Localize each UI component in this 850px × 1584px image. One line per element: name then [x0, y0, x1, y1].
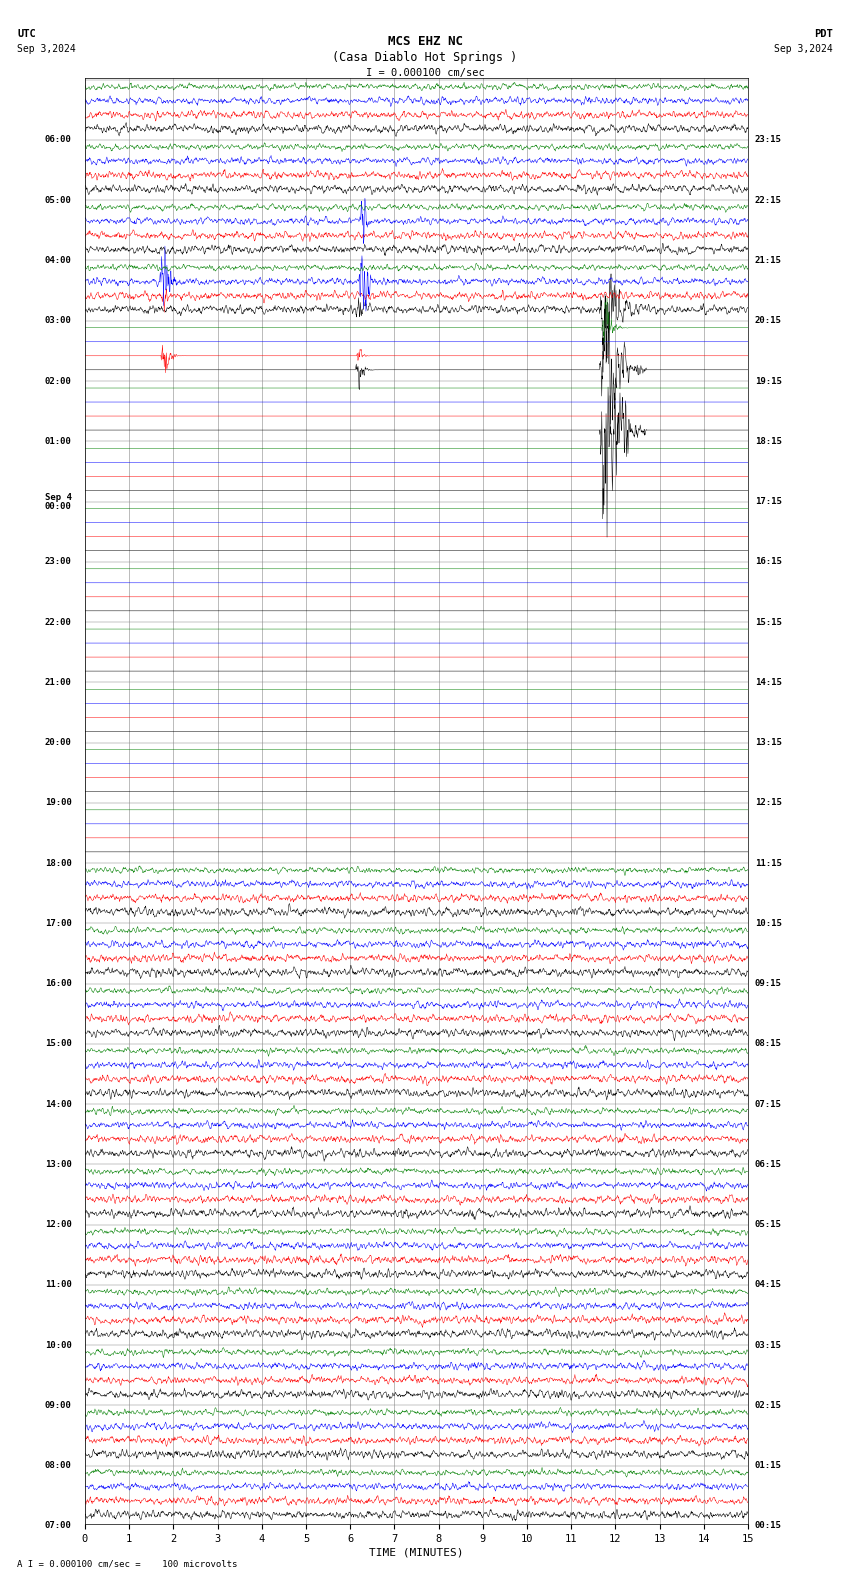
Text: 05:15: 05:15	[755, 1220, 781, 1229]
Text: 00:00: 00:00	[45, 502, 71, 510]
Text: 09:00: 09:00	[45, 1400, 71, 1410]
Text: 06:00: 06:00	[45, 136, 71, 144]
Text: 14:00: 14:00	[45, 1099, 71, 1109]
Text: 03:15: 03:15	[755, 1340, 781, 1350]
Text: PDT: PDT	[814, 29, 833, 38]
Text: Sep 3,2024: Sep 3,2024	[17, 44, 76, 54]
Text: 03:00: 03:00	[45, 317, 71, 325]
Text: 18:15: 18:15	[755, 437, 781, 445]
Text: 05:00: 05:00	[45, 196, 71, 204]
Text: 13:00: 13:00	[45, 1159, 71, 1169]
Text: 15:15: 15:15	[755, 618, 781, 627]
Text: 01:15: 01:15	[755, 1460, 781, 1470]
Text: 09:15: 09:15	[755, 979, 781, 988]
Text: 18:00: 18:00	[45, 859, 71, 868]
Text: 11:15: 11:15	[755, 859, 781, 868]
Text: 06:15: 06:15	[755, 1159, 781, 1169]
Text: 14:15: 14:15	[755, 678, 781, 687]
Text: 15:00: 15:00	[45, 1039, 71, 1049]
Text: 16:15: 16:15	[755, 558, 781, 567]
Text: 08:00: 08:00	[45, 1460, 71, 1470]
Text: 22:00: 22:00	[45, 618, 71, 627]
Text: 10:00: 10:00	[45, 1340, 71, 1350]
Text: 12:00: 12:00	[45, 1220, 71, 1229]
Text: 17:15: 17:15	[755, 497, 781, 505]
Text: Sep 4: Sep 4	[45, 493, 71, 502]
Text: (Casa Diablo Hot Springs ): (Casa Diablo Hot Springs )	[332, 51, 518, 63]
Text: 00:15: 00:15	[755, 1521, 781, 1530]
Text: MCS EHZ NC: MCS EHZ NC	[388, 35, 462, 48]
Text: 21:15: 21:15	[755, 257, 781, 265]
Text: UTC: UTC	[17, 29, 36, 38]
Text: 20:00: 20:00	[45, 738, 71, 748]
Text: 07:00: 07:00	[45, 1521, 71, 1530]
Text: 23:00: 23:00	[45, 558, 71, 567]
Text: Sep 3,2024: Sep 3,2024	[774, 44, 833, 54]
Text: 11:00: 11:00	[45, 1280, 71, 1289]
Text: 20:15: 20:15	[755, 317, 781, 325]
Text: 07:15: 07:15	[755, 1099, 781, 1109]
Text: 22:15: 22:15	[755, 196, 781, 204]
Text: 02:15: 02:15	[755, 1400, 781, 1410]
Text: 02:00: 02:00	[45, 377, 71, 385]
Text: 16:00: 16:00	[45, 979, 71, 988]
Text: 21:00: 21:00	[45, 678, 71, 687]
Text: A I = 0.000100 cm/sec =    100 microvolts: A I = 0.000100 cm/sec = 100 microvolts	[17, 1559, 237, 1568]
Text: 13:15: 13:15	[755, 738, 781, 748]
Text: 23:15: 23:15	[755, 136, 781, 144]
Text: 04:00: 04:00	[45, 257, 71, 265]
Text: 04:15: 04:15	[755, 1280, 781, 1289]
Text: I = 0.000100 cm/sec: I = 0.000100 cm/sec	[366, 68, 484, 78]
Text: 12:15: 12:15	[755, 798, 781, 808]
Text: 08:15: 08:15	[755, 1039, 781, 1049]
Text: 10:15: 10:15	[755, 919, 781, 928]
Text: 19:00: 19:00	[45, 798, 71, 808]
Text: 17:00: 17:00	[45, 919, 71, 928]
X-axis label: TIME (MINUTES): TIME (MINUTES)	[369, 1548, 464, 1557]
Text: 19:15: 19:15	[755, 377, 781, 385]
Text: 01:00: 01:00	[45, 437, 71, 445]
